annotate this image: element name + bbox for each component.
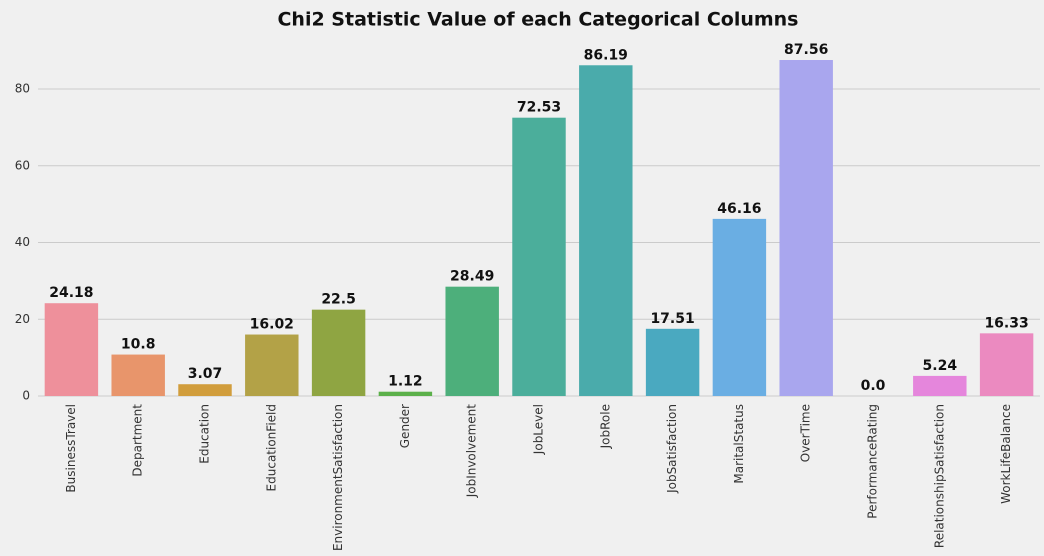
value-label: 0.0 xyxy=(861,378,886,394)
x-tick-label: MaritalStatus xyxy=(732,404,746,484)
y-tick-label: 0 xyxy=(22,389,30,403)
value-label: 24.18 xyxy=(49,285,93,301)
x-tick-label: JobInvolvement xyxy=(465,404,479,499)
bar xyxy=(44,303,99,396)
x-tick-label: Gender xyxy=(398,404,412,448)
bar xyxy=(512,117,566,396)
x-tick-label: Education xyxy=(198,404,212,464)
value-label: 3.07 xyxy=(188,366,223,382)
y-tick-label: 40 xyxy=(15,235,30,249)
x-tick-label: WorkLifeBalance xyxy=(999,404,1013,504)
value-label: 72.53 xyxy=(517,100,561,116)
bar xyxy=(645,328,700,396)
x-tick-label: JobSatisfaction xyxy=(665,404,679,494)
bar xyxy=(378,391,433,396)
value-label: 16.33 xyxy=(984,315,1028,331)
bar xyxy=(445,286,499,396)
value-label: 16.02 xyxy=(250,317,294,333)
x-tick-label: BusinessTravel xyxy=(64,404,78,493)
bar xyxy=(178,384,232,396)
x-tick-label: JobLevel xyxy=(532,404,546,455)
bar xyxy=(712,218,767,396)
bar xyxy=(979,333,1034,396)
bar xyxy=(779,60,833,397)
bar xyxy=(111,354,165,396)
x-tick-label: PerformanceRating xyxy=(866,404,880,519)
value-label: 28.49 xyxy=(450,269,494,285)
x-tick-label: EducationField xyxy=(264,404,278,491)
x-tick-label: Department xyxy=(131,404,145,477)
x-tick-label: RelationshipSatisfaction xyxy=(932,404,946,548)
x-tick-label: JobRole xyxy=(598,404,612,449)
y-tick-label: 20 xyxy=(15,312,30,326)
bar xyxy=(245,334,299,396)
y-tick-label: 80 xyxy=(15,82,30,96)
bar xyxy=(311,309,366,396)
x-tick-label: OverTime xyxy=(799,404,813,462)
x-tick-label: EnvironmentSatisfaction xyxy=(331,404,345,551)
value-label: 87.56 xyxy=(784,42,828,58)
value-label: 86.19 xyxy=(584,47,628,63)
bar xyxy=(579,65,633,396)
value-label: 46.16 xyxy=(717,201,761,217)
value-label: 5.24 xyxy=(923,358,958,374)
value-label: 10.8 xyxy=(121,337,156,353)
chart-title: Chi2 Statistic Value of each Categorical… xyxy=(277,9,798,31)
value-label: 1.12 xyxy=(388,374,423,390)
bar xyxy=(913,375,967,396)
value-label: 17.51 xyxy=(650,311,694,327)
y-tick-label: 60 xyxy=(15,158,30,172)
value-label: 22.5 xyxy=(321,292,356,308)
